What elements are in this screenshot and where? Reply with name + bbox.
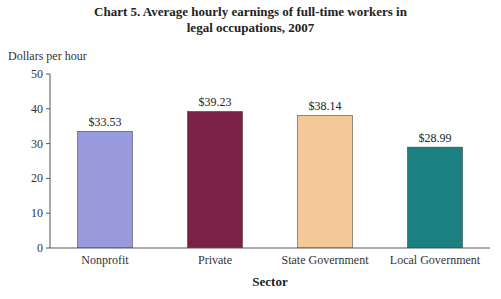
data-label: $39.23 — [199, 95, 232, 109]
x-tick-label: Local Government — [390, 253, 481, 267]
bar — [188, 111, 243, 248]
title: Chart 5. Average hourly earnings of full… — [94, 4, 408, 35]
bars — [78, 111, 463, 248]
y-tick — [46, 213, 50, 214]
bar — [78, 131, 133, 248]
y-tick-label: 40 — [31, 102, 43, 116]
data-label: $38.14 — [309, 99, 342, 113]
x-tick-label: State Government — [282, 253, 370, 267]
y-tick-label: 20 — [31, 171, 43, 185]
data-label: $33.53 — [89, 115, 122, 129]
chart: Chart 5. Average hourly earnings of full… — [0, 0, 501, 299]
y-axis-label: Dollars per hour — [8, 49, 87, 63]
y-tick — [46, 178, 50, 179]
y-tick-label: 10 — [31, 206, 43, 220]
y-axis — [50, 74, 51, 248]
y-tick — [46, 143, 50, 144]
y-tick-label: 0 — [37, 241, 43, 255]
y-tick — [46, 248, 50, 249]
y-tick-label: 30 — [31, 137, 43, 151]
x-tick-label: Private — [198, 253, 232, 267]
x-axis-label: Sector — [252, 274, 288, 289]
background — [0, 0, 501, 299]
data-label: $28.99 — [419, 131, 452, 145]
bar — [408, 147, 463, 248]
y-tick — [46, 108, 50, 109]
y-tick — [46, 74, 50, 75]
x-tick-label: Nonprofit — [81, 253, 129, 267]
bar — [298, 115, 353, 248]
x-axis — [50, 248, 490, 249]
y-tick-label: 50 — [31, 67, 43, 81]
